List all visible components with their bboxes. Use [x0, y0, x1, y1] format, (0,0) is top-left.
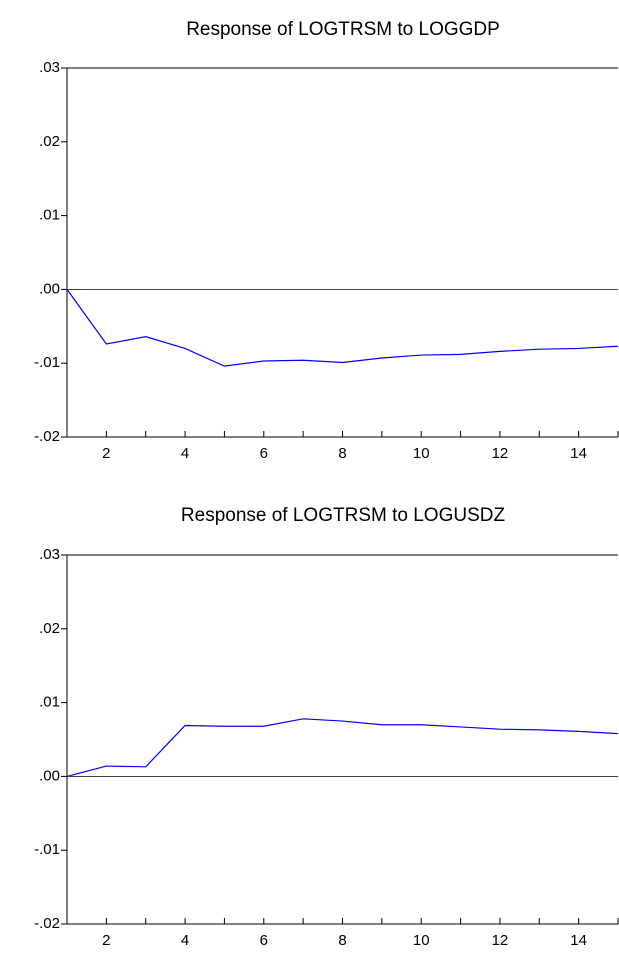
plot-frame	[66, 67, 618, 437]
x-tick-label: 2	[102, 932, 110, 949]
x-tick-label: 6	[260, 445, 268, 462]
y-tick-label: .03	[39, 546, 60, 563]
x-tick-label: 6	[260, 932, 268, 949]
data-line	[66, 289, 619, 367]
y-tick-label: .01	[39, 694, 60, 711]
x-tick-label: 10	[413, 445, 430, 462]
y-tick-label: .02	[39, 620, 60, 637]
y-tick-label: -.01	[34, 354, 60, 371]
x-tick-label: 8	[338, 445, 346, 462]
y-tick-label: .00	[39, 767, 60, 784]
data-line	[66, 718, 619, 777]
x-tick-label: 14	[570, 445, 587, 462]
x-tick-label: 12	[492, 932, 509, 949]
y-tick-label: -.02	[34, 428, 60, 445]
x-tick-label: 4	[181, 445, 189, 462]
y-tick-label: .00	[39, 280, 60, 297]
chart-title: Response of LOGTRSM to LOGGDP	[186, 19, 500, 40]
chart-title: Response of LOGTRSM to LOGUSDZ	[181, 505, 506, 526]
x-tick-label: 12	[492, 445, 509, 462]
x-tick-label: 14	[570, 932, 587, 949]
x-tick-label: 4	[181, 932, 189, 949]
y-tick-label: .01	[39, 207, 60, 224]
y-tick-label: .03	[39, 59, 60, 76]
x-tick-label: 2	[102, 445, 110, 462]
y-tick-label: -.01	[34, 841, 60, 858]
y-tick-label: .02	[39, 133, 60, 150]
y-tick-label: -.02	[34, 915, 60, 932]
x-tick-label: 8	[338, 932, 346, 949]
x-tick-label: 10	[413, 932, 430, 949]
plot-frame	[66, 554, 618, 924]
